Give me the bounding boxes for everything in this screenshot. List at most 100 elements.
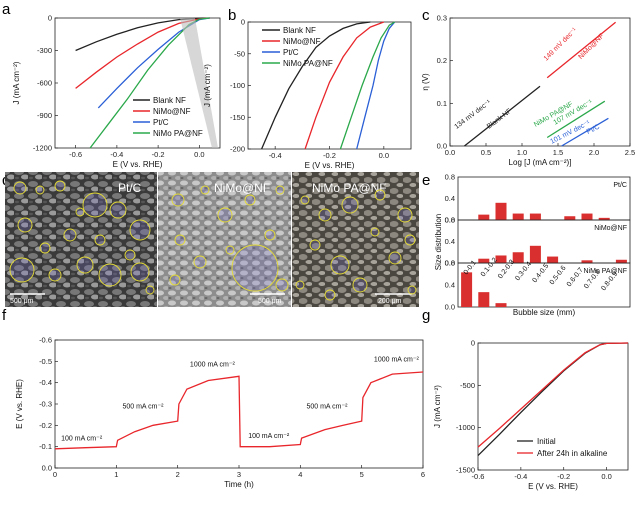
bubble-outline [265, 230, 275, 240]
panel-letter-f: f [2, 307, 7, 324]
bin-label: 0.5-0.6 [549, 265, 568, 287]
histogram-bar [478, 215, 489, 220]
y-tick-label: -50 [234, 49, 245, 58]
current-annotation: 100 mA cm⁻² [61, 435, 103, 442]
panel-letter-a: a [2, 1, 11, 18]
x-axis-label: Time (h) [224, 480, 254, 489]
current-annotation: 1000 mA cm⁻² [190, 362, 236, 369]
x-tick-label: 2.0 [589, 148, 599, 157]
bubble-outline [55, 181, 65, 191]
bubble-outline [172, 194, 184, 206]
chart-b: -0.4 -0.2 0.0 0 -50 -100 -150 -200 E (V vs. RHE)… [203, 18, 411, 171]
bubble-outline [83, 193, 107, 217]
bubble-outline [276, 186, 284, 194]
x-tick-label: 1.0 [517, 148, 527, 157]
y-tick-label: -900 [37, 111, 52, 120]
y-axis-label: J (mA cm⁻²) [433, 385, 442, 428]
chart-a: -0.6 -0.4 -0.2 0.0 0 -300 -600 -900 -1200 E (V vs… [12, 14, 220, 170]
scale-text-nimo-nf: 500 μm [258, 298, 282, 305]
legend-label: After 24h in alkaline [537, 449, 608, 458]
chart-e: Pt/C0.80.40.0NiMo@NF0.80.40.0NiMo PA@NF0… [434, 173, 630, 318]
x-tick-label: 0.0 [379, 151, 389, 160]
current-annotation: 500 mA cm⁻² [122, 403, 164, 410]
bubble-outline [232, 245, 278, 291]
bin-label: 0.3-0.4 [514, 261, 533, 283]
histogram-bar [513, 252, 524, 263]
histogram-bar [547, 257, 558, 263]
y-tick-label: -600 [37, 79, 52, 88]
legend-label: NiMo@NF [283, 37, 321, 46]
histogram-bar [616, 260, 627, 263]
y-tick-label: 0.4 [445, 194, 455, 203]
series-name-label: Blank NF [486, 108, 513, 131]
y-tick-label: 0 [471, 339, 475, 348]
histogram-bar [495, 203, 506, 220]
subplot-label: NiMo@NF [594, 225, 627, 232]
bubble-outline [331, 256, 349, 274]
x-axis-label: E (V vs. RHE) [113, 160, 163, 169]
bubble-outline [389, 252, 401, 264]
y-tick-label: 0 [241, 18, 245, 27]
bubble-outline [276, 279, 288, 291]
bubble-outline [49, 269, 61, 281]
histogram-bar [478, 292, 489, 307]
bubble-outline [319, 209, 331, 221]
histogram-bar [530, 246, 541, 263]
x-tick-label: 3 [237, 470, 241, 479]
bubble-outline [170, 275, 180, 285]
legend-label: NiMo@NF [153, 107, 191, 116]
current-annotation: 100 mA cm⁻² [248, 433, 290, 440]
panel-letter-e: e [422, 172, 430, 189]
histogram-bar [530, 214, 541, 220]
bubble-outline [95, 235, 105, 245]
histogram-bar [461, 272, 472, 307]
y-tick-label: -0.4 [39, 378, 52, 387]
bubble-outline [64, 229, 76, 241]
x-tick-label: 4 [298, 470, 302, 479]
scale-text-nimo-pa-nf: 200 μm [378, 298, 402, 305]
legend-label: Pt/C [283, 48, 299, 57]
x-axis-label: E (V vs. RHE) [528, 482, 578, 491]
bubble-outline [371, 228, 379, 236]
photo-pt-c: Pt/C 500 μm [5, 172, 157, 307]
subplot-frame [458, 177, 630, 220]
y-axis-label: Size distribution [434, 214, 443, 270]
bubble-outline [40, 243, 50, 253]
bubble-outline [325, 290, 335, 300]
x-tick-label: 5 [360, 470, 364, 479]
x-axis-label: E (V vs. RHE) [305, 161, 355, 170]
y-tick-label: 0.0 [42, 464, 52, 473]
y-tick-label: -0.5 [39, 357, 52, 366]
x-axis-label: Log [J (mA cm⁻²)] [509, 158, 572, 167]
bubble-outline [296, 281, 304, 289]
series-line-nimo-pa-nf [340, 22, 394, 149]
y-tick-label: -1500 [456, 466, 475, 475]
photo-label-nimo-nf: NiMo@NF [214, 181, 270, 195]
x-tick-label: 0.5 [481, 148, 491, 157]
bubble-outline [405, 235, 415, 245]
histogram-bar [495, 303, 506, 307]
photo-label-pt-c: Pt/C [118, 181, 142, 195]
x-axis-label: Bubble size (mm) [513, 308, 576, 317]
bubble-outline [125, 250, 135, 260]
y-tick-label: 0.8 [445, 259, 455, 268]
legend-label: Initial [537, 437, 556, 446]
y-tick-label: -0.2 [39, 421, 52, 430]
y-axis-label: J (mA cm⁻²) [12, 61, 21, 104]
x-tick-label: 6 [421, 470, 425, 479]
panel-letter-c: c [422, 7, 430, 24]
subplot-label: NiMo PA@NF [583, 268, 627, 275]
y-tick-label: 0.4 [445, 281, 455, 290]
panel-letter-b: b [228, 7, 236, 24]
bin-label: 0.6-0.7 [566, 267, 585, 289]
bubble-outline [130, 220, 150, 240]
chart-g: -0.6 -0.4 -0.2 0.00-500-1000-1500E (V vs. R… [433, 339, 628, 492]
bubble-outline [310, 240, 320, 250]
y-tick-label: -150 [230, 113, 245, 122]
scale-text-pt-c: 500 μm [10, 298, 34, 305]
y-tick-label: 0.0 [445, 303, 455, 312]
legend-label: Pt/C [153, 118, 169, 127]
y-axis-label: J (mA cm⁻²) [203, 64, 212, 107]
y-tick-label: 0.1 [437, 99, 447, 108]
